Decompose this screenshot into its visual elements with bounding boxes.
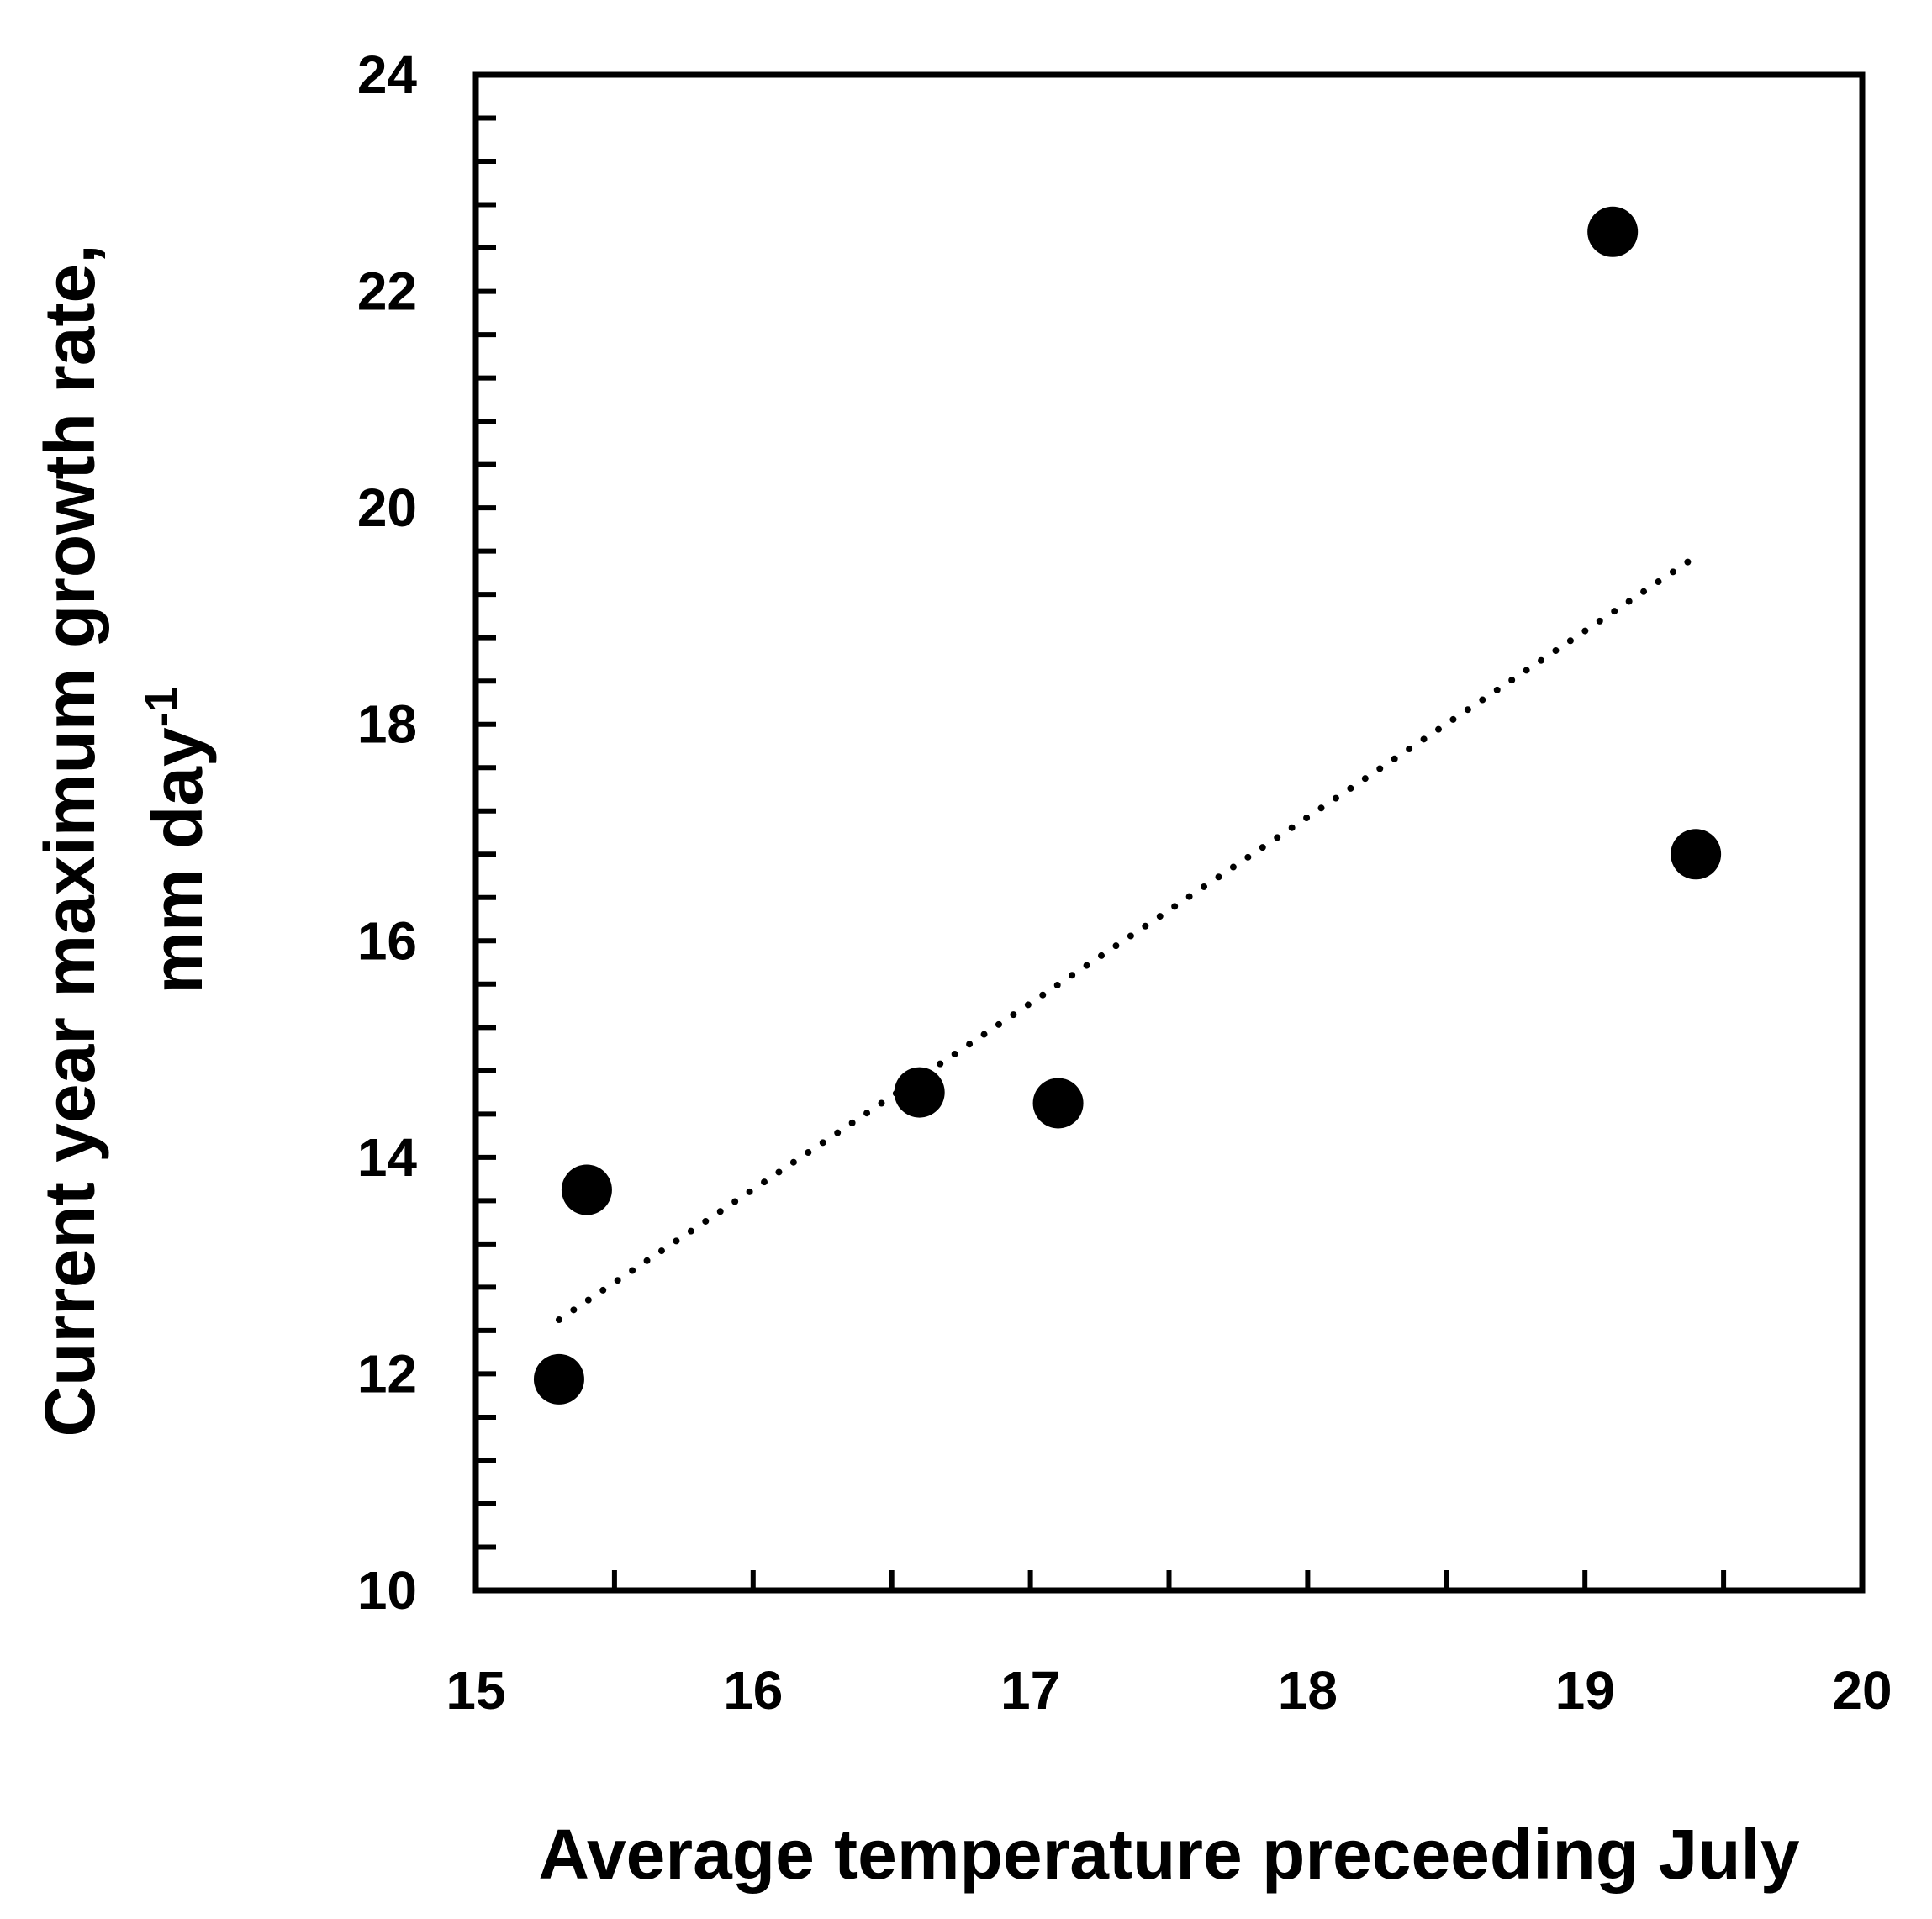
y-axis-title: Current year maximum growth rate, mm day… — [30, 244, 217, 1437]
data-point — [1032, 1078, 1084, 1129]
y-tick-label: 18 — [357, 694, 417, 755]
y-tick-label: 10 — [357, 1560, 417, 1621]
y-tick-label: 14 — [357, 1127, 418, 1188]
x-tick-label: 17 — [1000, 1660, 1060, 1721]
y-axis-title-line-1: Current year maximum growth rate, — [30, 244, 109, 1437]
y-tick-label: 24 — [357, 45, 418, 105]
data-point — [1671, 829, 1722, 880]
data-point — [894, 1067, 945, 1118]
x-tick-label: 15 — [446, 1660, 505, 1721]
y-tick-label: 12 — [357, 1343, 417, 1404]
trendline-dotted — [555, 553, 1700, 1324]
data-points — [533, 206, 1722, 1405]
y-tick-label: 16 — [357, 910, 417, 971]
y-axis-ticks: 10 12 14 16 18 20 22 24 — [357, 45, 496, 1621]
data-point — [561, 1164, 612, 1215]
trendline — [555, 553, 1700, 1324]
y-axis-unit: mm day — [138, 727, 217, 994]
x-axis-ticks: 15 16 17 18 19 20 — [446, 1570, 1892, 1721]
y-tick-label: 22 — [357, 261, 417, 322]
plot-area-frame — [472, 71, 1866, 1594]
x-tick-label: 16 — [723, 1660, 783, 1721]
x-tick-label: 18 — [1278, 1660, 1338, 1721]
x-axis-title: Average temperature preceeding July — [538, 1815, 1799, 1894]
x-tick-label: 20 — [1832, 1660, 1892, 1721]
data-point — [533, 1353, 584, 1405]
y-axis-title-line-2: mm day-1 — [136, 687, 217, 994]
x-tick-label: 19 — [1555, 1660, 1615, 1721]
y-axis-unit-exponent: -1 — [136, 687, 187, 727]
data-point — [1587, 206, 1639, 257]
y-tick-label: 20 — [357, 477, 417, 538]
